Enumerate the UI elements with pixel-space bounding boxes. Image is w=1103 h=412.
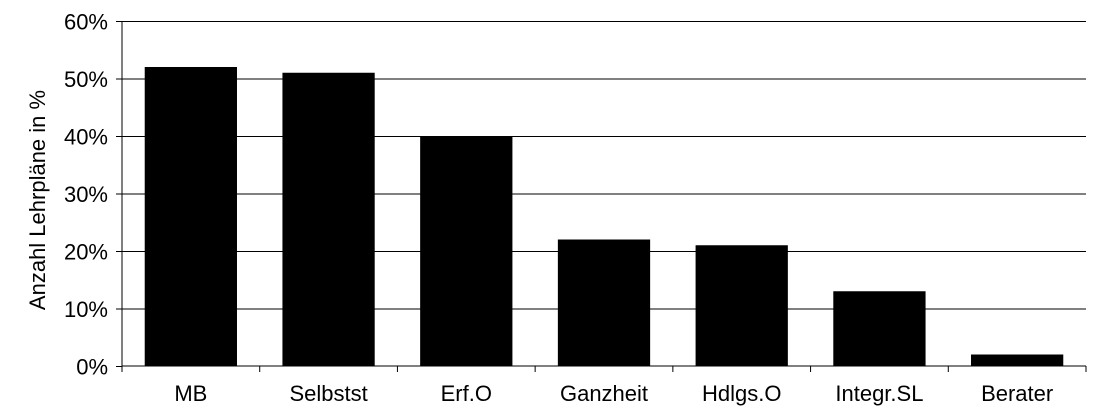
y-axis-ticks: 0% 10% 20% 30% 40% 50% 60%	[64, 10, 122, 380]
y-tick-label: 30%	[64, 182, 108, 207]
y-tick-label: 20%	[64, 240, 108, 265]
x-tick-label: Berater	[981, 381, 1053, 406]
y-tick-label: 50%	[64, 67, 108, 92]
x-tick-label: Erf.O	[441, 381, 492, 406]
bar-erf-o	[420, 136, 513, 366]
bar-selbstst	[282, 72, 375, 366]
x-tick-label: Selbstst	[289, 381, 367, 406]
y-tick-label: 60%	[64, 10, 108, 35]
x-tick-label: Ganzheit	[560, 381, 648, 406]
x-tick-label: MB	[174, 381, 207, 406]
x-axis-ticks: MB Selbstst Erf.O Ganzheit Hdlgs.O Integr.SL B…	[121, 366, 1087, 406]
bar-berater	[971, 354, 1064, 366]
bar-ganzheit	[557, 239, 651, 366]
y-tick-label: 10%	[64, 297, 108, 322]
y-axis-title: Anzahl Lehrpläne in %	[25, 90, 50, 310]
bar-mb	[144, 67, 237, 366]
bars	[144, 67, 1064, 366]
bar-integr-sl	[833, 291, 926, 366]
y-tick-label: 0%	[76, 355, 108, 380]
x-tick-label: Integr.SL	[835, 381, 923, 406]
bar-hdlgs-o	[695, 245, 788, 366]
x-tick-label: Hdlgs.O	[702, 381, 781, 406]
y-tick-label: 40%	[64, 125, 108, 150]
